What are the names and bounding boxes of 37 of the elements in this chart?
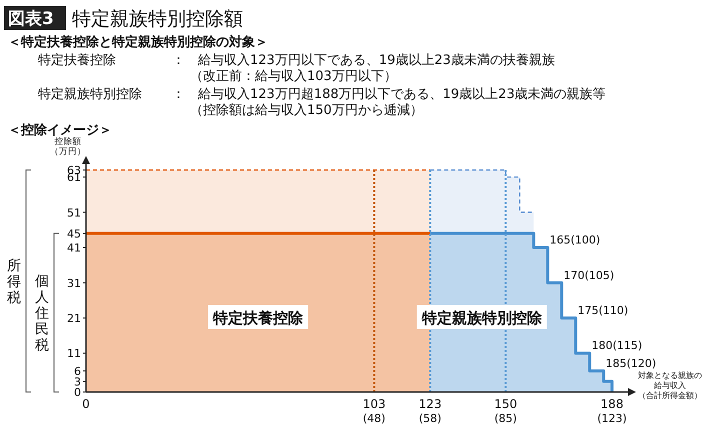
text: (123) [597, 412, 627, 425]
annotation: 165(100) [550, 234, 600, 247]
text: （改正前：給与収入103万円以下） [190, 69, 397, 84]
text: 特定親族特別控除 [38, 87, 142, 102]
text: ＜特定扶養控除と特定親族特別控除の対象＞ [8, 34, 268, 50]
text: ： 給与収入123万円超188万円以下である、19歳以上23歳未満の親族等 [172, 87, 606, 102]
x-tick-label: 123 [418, 397, 442, 411]
annotation: 180(115) [592, 339, 642, 352]
y-tick-label: 11 [67, 347, 81, 360]
y-tick-label: 51 [67, 206, 81, 220]
text: (48) [362, 412, 386, 425]
x-axis-title: 対象となる親族の給与収入（合計所得金額） [638, 371, 702, 400]
text: 所得税 [7, 258, 21, 306]
y-tick-label: 41 [67, 242, 81, 255]
annotation: 170(105) [564, 268, 614, 282]
y-axis-title: 控除額（万円） [50, 136, 86, 157]
series-label: 特定扶養控除 [212, 309, 304, 327]
text: 特定扶養控除 [38, 53, 116, 68]
y-tick-label: 3 [74, 375, 81, 388]
y-tick-label: 0 [74, 386, 81, 399]
text: ＜控除イメージ＞ [8, 123, 112, 138]
y-tick-label: 6 [74, 364, 81, 378]
x-tick-label: 188 [600, 397, 624, 411]
text: (85) [494, 412, 517, 425]
series-label: 特定親族特別控除 [420, 309, 543, 327]
x-tick-label: 103 [362, 397, 386, 411]
text: ： 給与収入123万円以下である、19歳以上23歳未満の扶養親族 [172, 53, 555, 68]
text: 個人住民税 [34, 274, 49, 354]
y-tick-label: 31 [67, 276, 81, 290]
annotation: 175(110) [578, 304, 628, 317]
annotation: 185(120) [606, 356, 656, 370]
text: （控除額は給与収入150万円から逓減） [190, 103, 423, 118]
y-tick-label: 45 [67, 227, 81, 240]
y-tick-label: 21 [67, 312, 81, 325]
title: 図表3 特定親族特別控除額 [4, 6, 243, 30]
text: (58) [418, 412, 442, 425]
x-tick-label: 150 [494, 397, 518, 411]
